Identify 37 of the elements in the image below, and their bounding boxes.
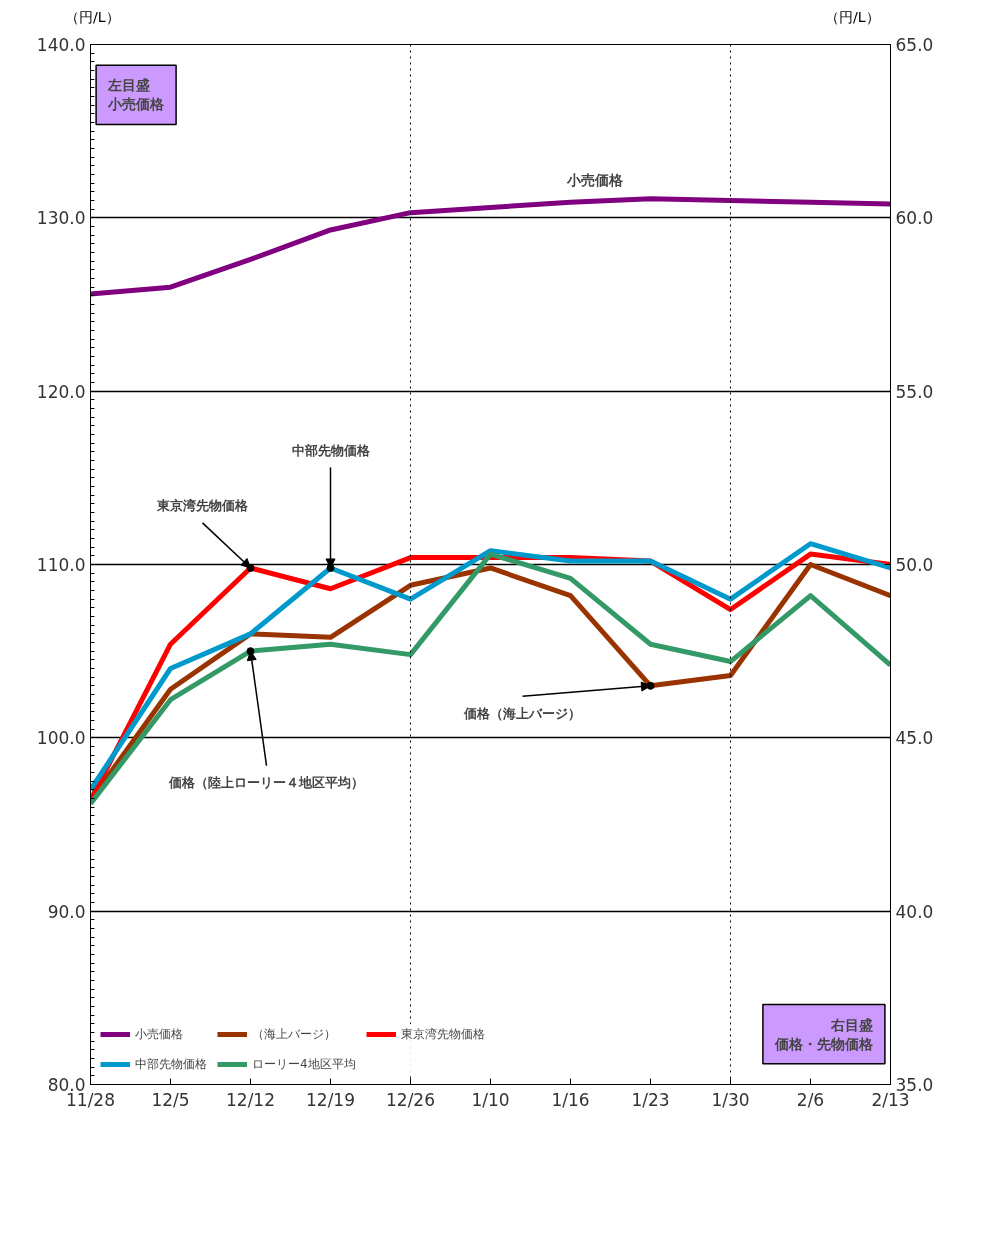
x-tick-label: 12/19 <box>306 1089 355 1110</box>
annotation: 価格（海上バージ） <box>463 706 581 722</box>
x-tick-label: 12/5 <box>151 1089 190 1110</box>
x-tick-label: 1/10 <box>471 1089 510 1110</box>
legend-label: 中部先物価格 <box>135 1055 207 1073</box>
y-tick-label: 120.0 <box>36 381 86 402</box>
x-tick-label: 1/30 <box>711 1089 750 1110</box>
x-tick-label: 1/16 <box>551 1089 590 1110</box>
y-tick-label: 90.0 <box>47 901 86 922</box>
x-tick-label: 12/12 <box>226 1089 275 1110</box>
annotation: 価格・先物価格 <box>773 1035 874 1052</box>
annotation: 東京湾先物価格 <box>156 498 249 514</box>
y-tick-label: 110.0 <box>36 555 86 575</box>
annotation: 右目盛 <box>829 1016 873 1033</box>
y2-tick-label: 45.0 <box>895 728 934 749</box>
y2-axis-title: （円/L） <box>825 8 880 27</box>
y2-tick-label: 65.0 <box>895 35 934 55</box>
y2-tick-label: 40.0 <box>895 901 934 922</box>
x-tick-label: 2/6 <box>796 1089 825 1110</box>
annotation: 左目盛 <box>107 77 151 94</box>
y-tick-label: 100.0 <box>36 728 86 749</box>
x-tick-label: 12/26 <box>386 1089 435 1110</box>
annotation: 価格（陸上ローリー４地区平均） <box>168 775 364 791</box>
legend-label: 東京湾先物価格 <box>400 1025 485 1043</box>
y2-tick-label: 50.0 <box>895 555 934 575</box>
y2-tick-label: 60.0 <box>895 208 934 229</box>
legend-label: ローリー4地区平均 <box>252 1055 356 1073</box>
annotation: 中部先物価格 <box>291 442 371 458</box>
y2-tick-label: 55.0 <box>895 381 934 402</box>
y-tick-label: 140.0 <box>36 35 86 55</box>
y-tick-label: 130.0 <box>36 208 86 229</box>
legend-label: 小売価格 <box>135 1025 183 1043</box>
annotation: 小売価格 <box>565 172 624 189</box>
text: 小売価格 <box>108 96 165 113</box>
legend-label: （海上バージ） <box>252 1025 336 1043</box>
y-axis-title: （円/L） <box>65 8 120 27</box>
x-tick-label: 1/23 <box>631 1089 670 1110</box>
